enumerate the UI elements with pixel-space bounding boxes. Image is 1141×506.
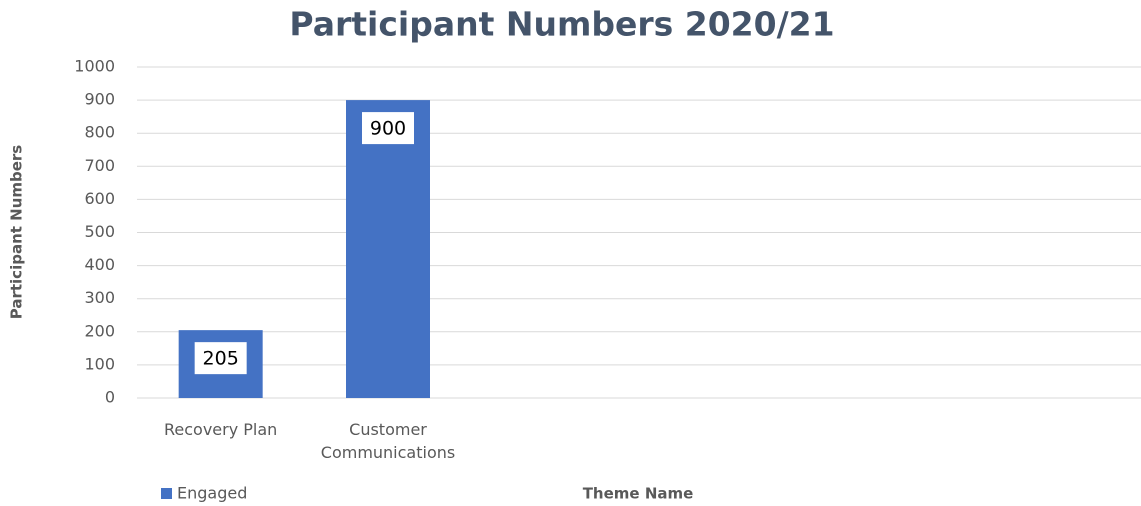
x-tick-label: Recovery Plan [164,420,278,439]
x-tick-label: Customer Communications [320,420,456,462]
chart-title: Participant Numbers 2020/21 [289,5,834,44]
data-label-box [194,342,247,375]
y-axis-title: Participant Numbers [8,145,26,320]
y-tick-label: 300 [84,288,115,307]
legend-swatch [161,488,172,499]
data-label: 205 [203,348,239,370]
y-tick-label: 500 [84,222,115,241]
y-tick-label: 400 [84,255,115,274]
y-tick-label: 100 [84,354,115,373]
bar [346,100,430,398]
legend-label: Engaged [177,484,247,503]
y-tick-label: 700 [84,156,115,175]
y-tick-label: 200 [84,321,115,340]
y-tick-label: 600 [84,189,115,208]
y-tick-label: 900 [84,90,115,109]
y-tick-label: 1000 [74,57,115,76]
x-axis-title: Theme Name [583,485,694,503]
data-label: 900 [370,118,406,140]
y-tick-label: 800 [84,123,115,142]
data-label-box [362,112,414,145]
y-tick-label: 0 [105,388,115,407]
